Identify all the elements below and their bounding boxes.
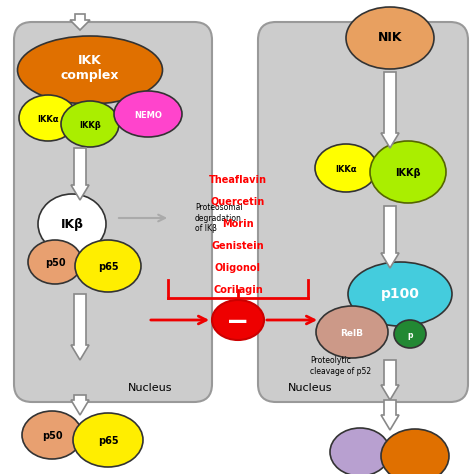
Text: Morin: Morin bbox=[222, 219, 254, 229]
Text: −: − bbox=[227, 308, 250, 336]
Text: IKKα: IKKα bbox=[335, 164, 357, 173]
Text: IKK
complex: IKK complex bbox=[61, 54, 119, 82]
Ellipse shape bbox=[346, 7, 434, 69]
Text: Quercetin: Quercetin bbox=[211, 197, 265, 207]
Ellipse shape bbox=[28, 240, 82, 284]
Ellipse shape bbox=[370, 141, 446, 203]
Text: Nucleus: Nucleus bbox=[288, 383, 332, 393]
Ellipse shape bbox=[22, 411, 82, 459]
Ellipse shape bbox=[19, 95, 77, 141]
Ellipse shape bbox=[381, 429, 449, 474]
Text: p65: p65 bbox=[98, 262, 118, 272]
Ellipse shape bbox=[330, 428, 390, 474]
FancyBboxPatch shape bbox=[14, 22, 212, 402]
FancyArrow shape bbox=[71, 294, 89, 360]
Ellipse shape bbox=[73, 413, 143, 467]
Text: p50: p50 bbox=[42, 431, 62, 441]
Text: Proteosomal
degradation
of IKβ: Proteosomal degradation of IKβ bbox=[195, 203, 243, 233]
Text: NEMO: NEMO bbox=[134, 110, 162, 119]
FancyBboxPatch shape bbox=[258, 22, 468, 402]
FancyArrow shape bbox=[71, 148, 89, 200]
Text: IKKβ: IKKβ bbox=[395, 168, 421, 178]
Ellipse shape bbox=[114, 91, 182, 137]
Ellipse shape bbox=[394, 320, 426, 348]
Text: Genistein: Genistein bbox=[212, 241, 264, 251]
Text: Proteolytic
cleavage of p52: Proteolytic cleavage of p52 bbox=[310, 356, 371, 376]
Text: Corilagin: Corilagin bbox=[213, 285, 263, 295]
Text: p: p bbox=[407, 330, 413, 339]
FancyArrow shape bbox=[70, 14, 90, 30]
Ellipse shape bbox=[212, 300, 264, 340]
FancyArrow shape bbox=[381, 206, 399, 268]
Text: RelB: RelB bbox=[340, 328, 364, 337]
FancyArrow shape bbox=[381, 72, 399, 148]
Text: IKKα: IKKα bbox=[37, 115, 59, 124]
Text: p65: p65 bbox=[98, 436, 118, 446]
Ellipse shape bbox=[316, 306, 388, 358]
Ellipse shape bbox=[315, 144, 377, 192]
Text: IKβ: IKβ bbox=[61, 218, 83, 230]
FancyArrow shape bbox=[381, 400, 399, 430]
Text: p50: p50 bbox=[45, 258, 65, 268]
Text: Nucleus: Nucleus bbox=[128, 383, 172, 393]
Text: p100: p100 bbox=[381, 287, 419, 301]
FancyArrow shape bbox=[381, 360, 399, 400]
Text: IKKβ: IKKβ bbox=[79, 120, 101, 129]
Ellipse shape bbox=[61, 101, 119, 147]
FancyArrow shape bbox=[71, 395, 89, 415]
Text: Theaflavin: Theaflavin bbox=[209, 175, 267, 185]
Ellipse shape bbox=[75, 240, 141, 292]
Text: Oligonol: Oligonol bbox=[215, 263, 261, 273]
Ellipse shape bbox=[18, 36, 163, 104]
Text: NIK: NIK bbox=[378, 30, 402, 44]
Ellipse shape bbox=[38, 194, 106, 254]
Ellipse shape bbox=[348, 262, 452, 326]
